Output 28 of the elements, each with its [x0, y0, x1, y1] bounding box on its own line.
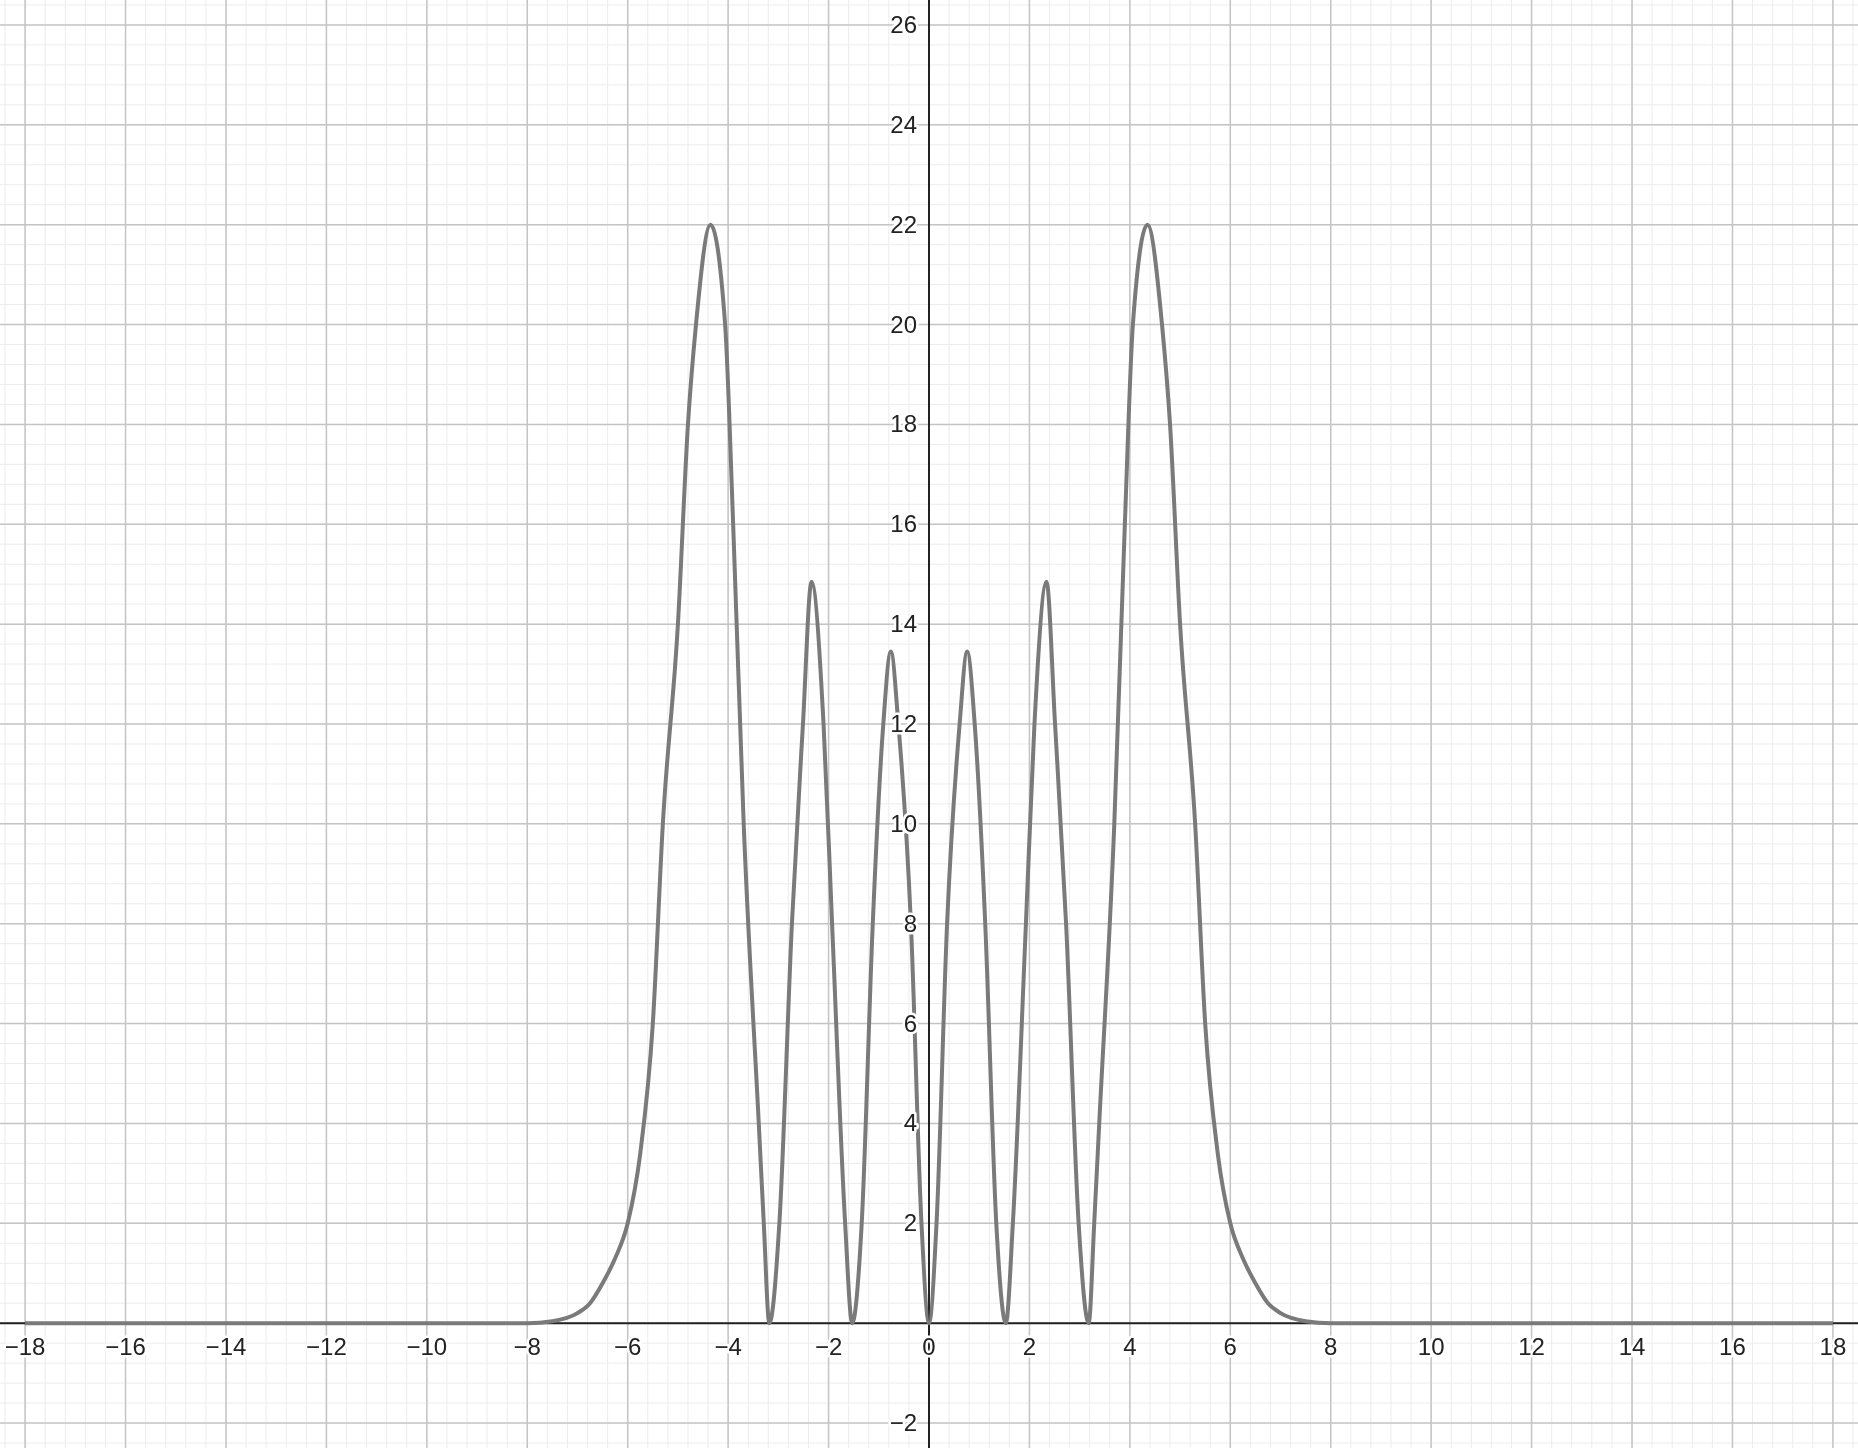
- y-tick-label: 22: [890, 210, 917, 238]
- y-tick-label: 14: [890, 610, 917, 638]
- y-tick-label: 8: [903, 909, 917, 937]
- y-tick-label: 20: [890, 310, 917, 338]
- x-tick-label: −6: [614, 1333, 642, 1361]
- x-tick-label: 16: [1719, 1333, 1746, 1361]
- y-tick-label: 24: [890, 110, 917, 138]
- x-tick-label: −10: [406, 1333, 448, 1361]
- x-tick-label: −2: [814, 1333, 843, 1361]
- x-tick-label: −16: [105, 1333, 146, 1361]
- x-tick-label: 14: [1618, 1333, 1646, 1361]
- x-tick-label: 10: [1417, 1333, 1445, 1361]
- x-tick-label: −12: [306, 1333, 347, 1361]
- y-tick-label: 26: [890, 10, 917, 38]
- x-tick-label: 12: [1518, 1333, 1545, 1361]
- y-tick-label: 18: [890, 410, 917, 438]
- y-tick-label: 2: [903, 1209, 917, 1237]
- x-tick-label: 8: [1324, 1333, 1338, 1361]
- y-tick-label: 16: [890, 510, 917, 538]
- x-tick-label: −4: [714, 1333, 742, 1361]
- x-tick-label: −18: [4, 1333, 46, 1361]
- y-tick-label: −2: [889, 1409, 917, 1437]
- x-tick-label: 4: [1123, 1333, 1137, 1361]
- x-tick-label: −14: [205, 1333, 247, 1361]
- x-tick-label: 18: [1819, 1333, 1847, 1361]
- x-tick-label: 2: [1022, 1333, 1037, 1361]
- x-tick-label: 6: [1223, 1333, 1237, 1361]
- x-tick-label: −8: [513, 1333, 541, 1361]
